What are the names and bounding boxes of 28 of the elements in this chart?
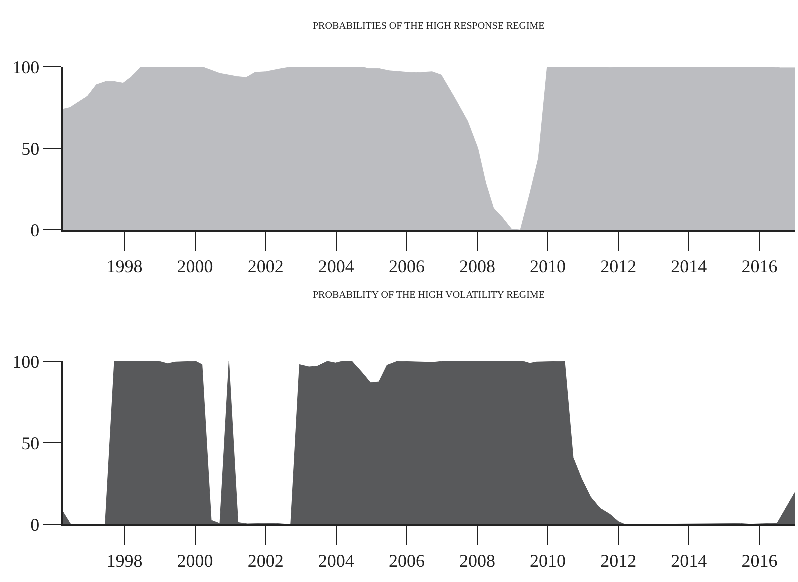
- x-tick-label: 2016: [742, 551, 778, 572]
- y-tick-label: 50: [22, 138, 40, 159]
- x-tick-label: 2008: [460, 256, 496, 277]
- chart-title: PROBABILITY OF THE HIGH VOLATILITY REGIME: [313, 290, 545, 301]
- x-tick-label: 2008: [460, 551, 496, 572]
- x-tick-label: 2012: [600, 256, 637, 277]
- x-tick-label: 2010: [530, 551, 566, 572]
- x-tick-label: 2000: [177, 256, 214, 277]
- x-tick-label: 2014: [671, 551, 708, 572]
- x-tick-label: 2002: [248, 256, 284, 277]
- y-tick-label: 50: [22, 433, 40, 454]
- y-tick-label: 100: [12, 57, 40, 78]
- x-tick-label: 2004: [318, 256, 354, 277]
- x-tick-label: 2014: [671, 256, 708, 277]
- y-tick-label: 100: [12, 352, 40, 372]
- y-tick-label: 0: [30, 220, 40, 240]
- chart-title: PROBABILITIES OF THE HIGH RESPONSE REGIME: [313, 21, 545, 32]
- x-tick-label: 2016: [742, 256, 778, 277]
- x-tick-label: 2010: [530, 256, 566, 277]
- x-tick-label: 2006: [388, 551, 425, 572]
- x-tick-label: 2000: [177, 551, 214, 572]
- x-tick-label: 1998: [106, 551, 143, 572]
- x-tick-label: 2002: [248, 551, 284, 572]
- x-tick-label: 2006: [388, 256, 425, 277]
- x-tick-label: 1998: [106, 256, 143, 277]
- x-tick-label: 2004: [318, 551, 354, 572]
- x-tick-label: 2012: [600, 551, 637, 572]
- y-tick-label: 0: [30, 514, 40, 535]
